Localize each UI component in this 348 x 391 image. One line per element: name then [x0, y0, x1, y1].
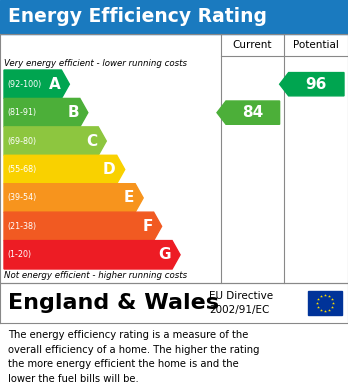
Text: Not energy efficient - higher running costs: Not energy efficient - higher running co… — [4, 271, 187, 280]
Text: F: F — [142, 219, 153, 234]
Polygon shape — [4, 127, 106, 155]
Text: B: B — [67, 105, 79, 120]
Polygon shape — [4, 155, 125, 184]
Bar — [0, 0, 348, 34]
Text: E: E — [124, 190, 134, 205]
Text: A: A — [49, 77, 61, 92]
Polygon shape — [217, 101, 280, 124]
Text: Very energy efficient - lower running costs: Very energy efficient - lower running co… — [4, 59, 187, 68]
Text: (1-20): (1-20) — [7, 250, 31, 259]
Text: (92-100): (92-100) — [7, 80, 41, 89]
Bar — [308, 291, 342, 315]
Text: The energy efficiency rating is a measure of the
overall efficiency of a home. T: The energy efficiency rating is a measur… — [8, 330, 260, 384]
Text: Current: Current — [232, 40, 272, 50]
Polygon shape — [4, 99, 88, 127]
Text: G: G — [159, 247, 171, 262]
Polygon shape — [4, 70, 69, 99]
Text: (69-80): (69-80) — [7, 136, 36, 145]
Bar — [0, 34, 348, 283]
Text: (55-68): (55-68) — [7, 165, 36, 174]
Polygon shape — [280, 73, 344, 96]
Text: C: C — [86, 134, 97, 149]
Text: (81-91): (81-91) — [7, 108, 36, 117]
Polygon shape — [4, 184, 143, 212]
Text: D: D — [103, 162, 116, 177]
Text: (21-38): (21-38) — [7, 222, 36, 231]
Text: 84: 84 — [242, 105, 263, 120]
Text: England & Wales: England & Wales — [8, 293, 219, 313]
Text: EU Directive
2002/91/EC: EU Directive 2002/91/EC — [209, 291, 273, 315]
Text: Potential: Potential — [293, 40, 339, 50]
Bar — [0, 283, 348, 323]
Polygon shape — [4, 212, 161, 240]
Text: Energy Efficiency Rating: Energy Efficiency Rating — [8, 7, 267, 27]
Polygon shape — [4, 240, 180, 269]
Text: 96: 96 — [306, 77, 327, 92]
Text: (39-54): (39-54) — [7, 194, 36, 203]
